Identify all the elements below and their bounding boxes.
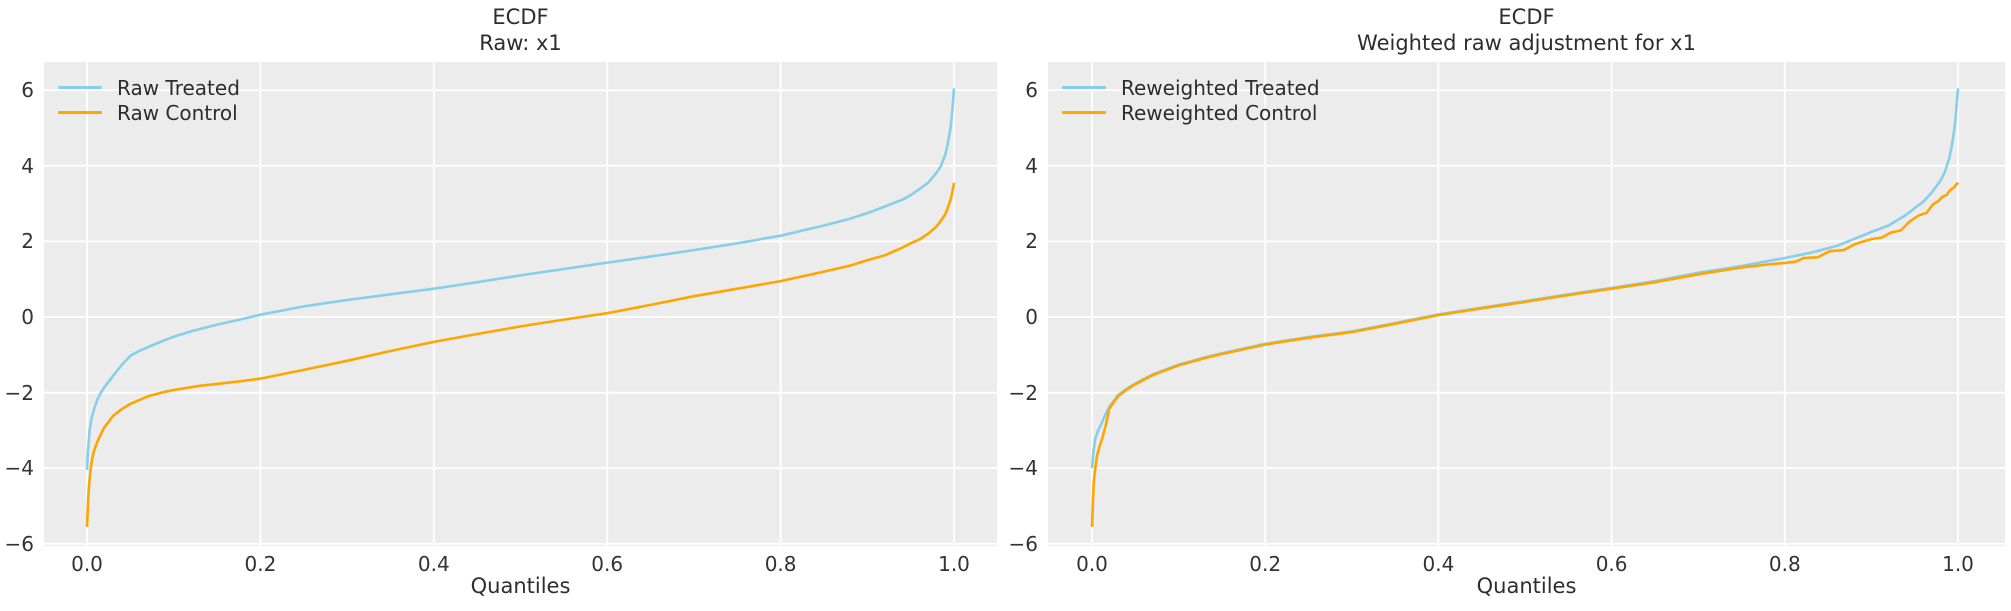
x-tick-label: 0.2 (1249, 552, 1282, 576)
x-tick-label: 0.6 (1595, 552, 1628, 576)
x-tick-label: 0.4 (417, 552, 450, 576)
x-tick-label: 0.0 (1076, 552, 1108, 576)
plot-area: Raw Treated Raw Control (44, 62, 997, 546)
chart-title: ECDF Weighted raw adjustment for x1 (1048, 4, 2005, 56)
legend-entry: Reweighted Treated (1062, 75, 1320, 100)
y-tick-label: 2 (1025, 229, 1038, 254)
chart-title-line2: Weighted raw adjustment for x1 (1357, 31, 1696, 55)
y-tick-label: 0 (21, 305, 34, 329)
legend-label: Raw Control (117, 100, 238, 125)
y-tick-label: 4 (1025, 153, 1038, 178)
legend: Reweighted Treated Reweighted Control (1062, 75, 1320, 125)
y-tick-label: 2 (21, 229, 34, 254)
x-tick-label: 0.8 (1768, 552, 1801, 576)
legend-entry: Reweighted Control (1062, 100, 1320, 125)
y-tick-label: −6 (1008, 531, 1038, 556)
y-tick-label: −6 (4, 531, 34, 556)
plot-area: Reweighted Treated Reweighted Control (1048, 62, 2005, 546)
x-tick-label: 0.0 (71, 552, 103, 576)
legend-line-sample (58, 86, 102, 89)
y-tick-label: −2 (4, 380, 34, 405)
chart-title-line2: Raw: x1 (479, 31, 562, 55)
x-tick-label: 0.4 (1422, 552, 1455, 576)
chart-title-line1: ECDF (1498, 5, 1555, 29)
legend-line-sample (1062, 86, 1106, 89)
y-tick-label: −2 (1008, 380, 1038, 405)
legend-label: Raw Treated (117, 75, 240, 100)
ecdf-curves-svg (44, 62, 997, 546)
ecdf-line-reweighted-treated (1090, 88, 1960, 469)
y-tick-label: −4 (4, 456, 34, 481)
y-tick-label: 6 (1025, 78, 1038, 103)
x-tick-label: 1.0 (1942, 552, 1974, 576)
ecdf-line-raw-control (85, 182, 956, 527)
ecdf-line-raw-treated (85, 88, 956, 471)
chart-title: ECDF Raw: x1 (44, 4, 997, 56)
x-tick-label: 0.8 (764, 552, 797, 576)
legend-line-sample (58, 111, 102, 114)
y-tick-label: −4 (1008, 456, 1038, 481)
x-tick-label: 0.6 (591, 552, 624, 576)
legend-entry: Raw Treated (58, 75, 240, 100)
legend-label: Reweighted Treated (1121, 75, 1320, 100)
ecdf-line-reweighted-control (1090, 181, 1960, 527)
y-tick-label: 0 (1025, 305, 1038, 329)
y-tick-label: 6 (21, 78, 34, 103)
chart-title-line1: ECDF (492, 5, 549, 29)
ecdf-curves-svg (1048, 62, 2005, 546)
x-axis-label: Quantiles (470, 574, 571, 598)
legend: Raw Treated Raw Control (58, 75, 240, 125)
y-tick-label: 4 (21, 153, 34, 178)
x-axis-label: Quantiles (1476, 574, 1577, 598)
legend-entry: Raw Control (58, 100, 240, 125)
legend-line-sample (1062, 111, 1106, 114)
x-tick-label: 1.0 (938, 552, 970, 576)
x-tick-label: 0.2 (244, 552, 277, 576)
legend-label: Reweighted Control (1121, 100, 1318, 125)
